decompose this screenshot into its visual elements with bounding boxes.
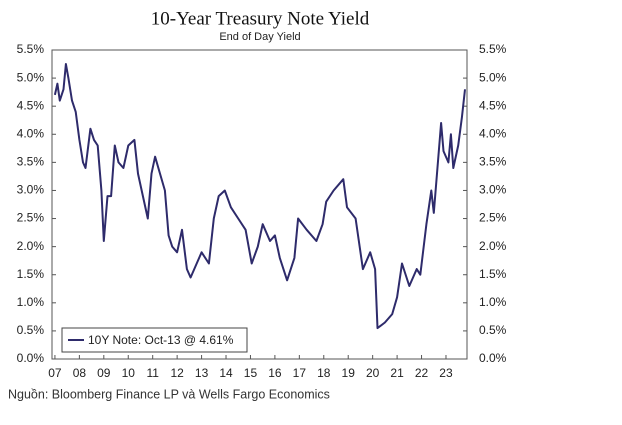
x-tick-label: 20: [366, 366, 380, 380]
x-tick-label: 14: [219, 366, 233, 380]
x-tick-label: 11: [146, 366, 159, 380]
y-tick-label: 4.0%: [17, 126, 45, 140]
y-tick-label: 3.0%: [17, 183, 45, 197]
y2-tick-label: 3.5%: [479, 155, 507, 169]
y-tick-label: 2.0%: [17, 239, 45, 253]
x-tick-label: 12: [170, 366, 184, 380]
x-tick-label: 16: [268, 366, 282, 380]
y2-tick-label: 2.0%: [479, 239, 507, 253]
chart-title: 10-Year Treasury Note Yield: [151, 8, 370, 29]
y-tick-label: 0.5%: [17, 323, 45, 337]
x-tick-label: 23: [439, 366, 453, 380]
legend-label: 10Y Note: Oct-13 @ 4.61%: [88, 333, 234, 347]
legend-box: [61, 327, 248, 353]
x-tick-label: 09: [97, 366, 111, 380]
x-tick-label: 10: [122, 366, 136, 380]
source: Nguồn: Bloomberg Finance LP và Wells Far…: [8, 387, 330, 401]
y2-tick-label: 5.0%: [479, 70, 507, 84]
y2-tick-label: 1.0%: [479, 295, 507, 309]
x-tick-label: 17: [293, 366, 307, 380]
chart-subtitle: End of Day Yield: [219, 31, 300, 43]
x-tick-label: 19: [342, 366, 356, 380]
y-tick-label: 0.0%: [17, 351, 45, 365]
y2-tick-label: 4.5%: [479, 98, 507, 112]
series-line: [53, 63, 466, 330]
y2-tick-label: 2.5%: [479, 211, 507, 225]
y-tick-label: 4.5%: [17, 98, 45, 112]
x-tick-label: 15: [244, 366, 258, 380]
plot-frame: [51, 49, 468, 360]
x-tick-label: 21: [390, 366, 404, 380]
y2-tick-label: 5.5%: [479, 42, 507, 56]
x-tick-label: 13: [195, 366, 209, 380]
y-tick-label: 2.5%: [17, 211, 45, 225]
y-tick-label: 5.0%: [17, 70, 45, 84]
x-tick-label: 08: [73, 366, 87, 380]
x-tick-label: 18: [317, 366, 331, 380]
y-tick-label: 1.5%: [17, 267, 45, 281]
x-tick-label: 22: [415, 366, 429, 380]
y-tick-label: 3.5%: [17, 155, 45, 169]
y2-tick-label: 0.5%: [479, 323, 507, 337]
x-tick-label: 07: [48, 366, 62, 380]
y-tick-label: 5.5%: [17, 42, 45, 56]
y2-tick-label: 4.0%: [479, 126, 507, 140]
y-tick-label: 1.0%: [17, 295, 45, 309]
y2-tick-label: 0.0%: [479, 351, 507, 365]
y2-tick-label: 1.5%: [479, 267, 507, 281]
y2-tick-label: 3.0%: [479, 183, 507, 197]
